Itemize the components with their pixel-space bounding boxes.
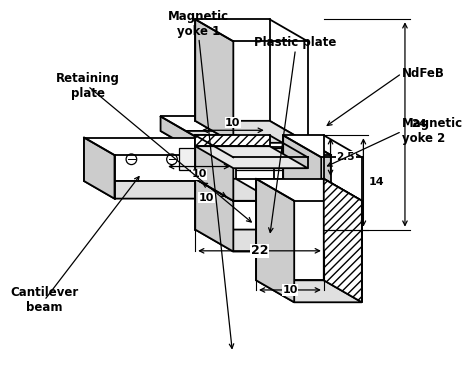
Polygon shape xyxy=(283,135,321,201)
Polygon shape xyxy=(195,135,270,146)
Polygon shape xyxy=(84,138,301,181)
Text: 2.5: 2.5 xyxy=(337,152,355,162)
Text: 24: 24 xyxy=(411,120,427,130)
Polygon shape xyxy=(256,179,324,280)
Polygon shape xyxy=(195,146,308,168)
Polygon shape xyxy=(161,116,214,162)
Polygon shape xyxy=(195,179,233,251)
Polygon shape xyxy=(195,135,236,179)
Polygon shape xyxy=(84,138,115,199)
Text: NdFeB: NdFeB xyxy=(402,67,445,80)
Polygon shape xyxy=(195,135,233,201)
Polygon shape xyxy=(195,19,233,143)
Polygon shape xyxy=(195,179,274,201)
Polygon shape xyxy=(84,181,331,199)
Text: 22: 22 xyxy=(251,244,268,257)
Polygon shape xyxy=(195,121,308,143)
Text: Magnetic
yoke 2: Magnetic yoke 2 xyxy=(402,117,463,145)
Text: Cantilever
beam: Cantilever beam xyxy=(10,287,78,315)
Text: Retaining
plate: Retaining plate xyxy=(56,72,119,100)
Text: 10: 10 xyxy=(225,117,241,128)
Polygon shape xyxy=(256,280,362,302)
Polygon shape xyxy=(301,138,331,199)
Text: 10: 10 xyxy=(282,285,298,295)
Polygon shape xyxy=(161,131,315,162)
Polygon shape xyxy=(195,19,270,121)
Text: 10: 10 xyxy=(191,169,207,179)
Polygon shape xyxy=(324,179,362,302)
Polygon shape xyxy=(283,135,324,179)
Polygon shape xyxy=(179,148,301,170)
Text: 14: 14 xyxy=(368,178,384,188)
Polygon shape xyxy=(256,179,294,302)
Text: Plastic plate: Plastic plate xyxy=(254,36,337,49)
Text: Magnetic
yoke 1: Magnetic yoke 1 xyxy=(168,10,229,37)
Polygon shape xyxy=(195,179,324,230)
Polygon shape xyxy=(283,179,362,201)
Polygon shape xyxy=(195,230,362,251)
Text: 10: 10 xyxy=(199,193,214,203)
Polygon shape xyxy=(161,116,262,131)
